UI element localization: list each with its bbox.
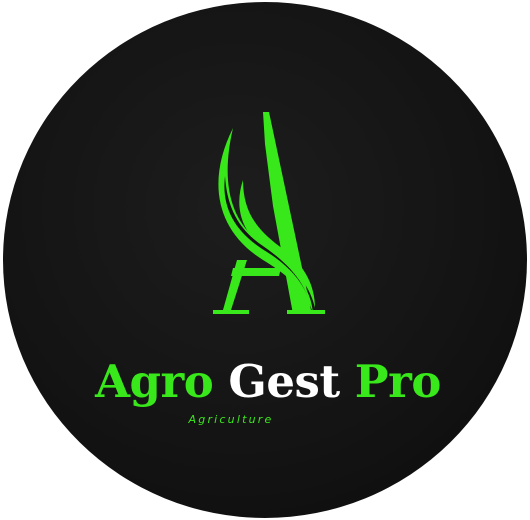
brand-word-gest: Gest	[228, 355, 340, 408]
brand-word-pro: Pro	[354, 355, 442, 408]
brand-name: Agro Gest Pro	[3, 354, 527, 410]
brand-tagline: Agriculture	[188, 413, 274, 426]
logo-badge: Agro Gest Pro Agriculture	[3, 2, 527, 518]
letter-a-leaf-icon	[213, 112, 325, 314]
brand-word-agro: Agro	[95, 355, 214, 408]
